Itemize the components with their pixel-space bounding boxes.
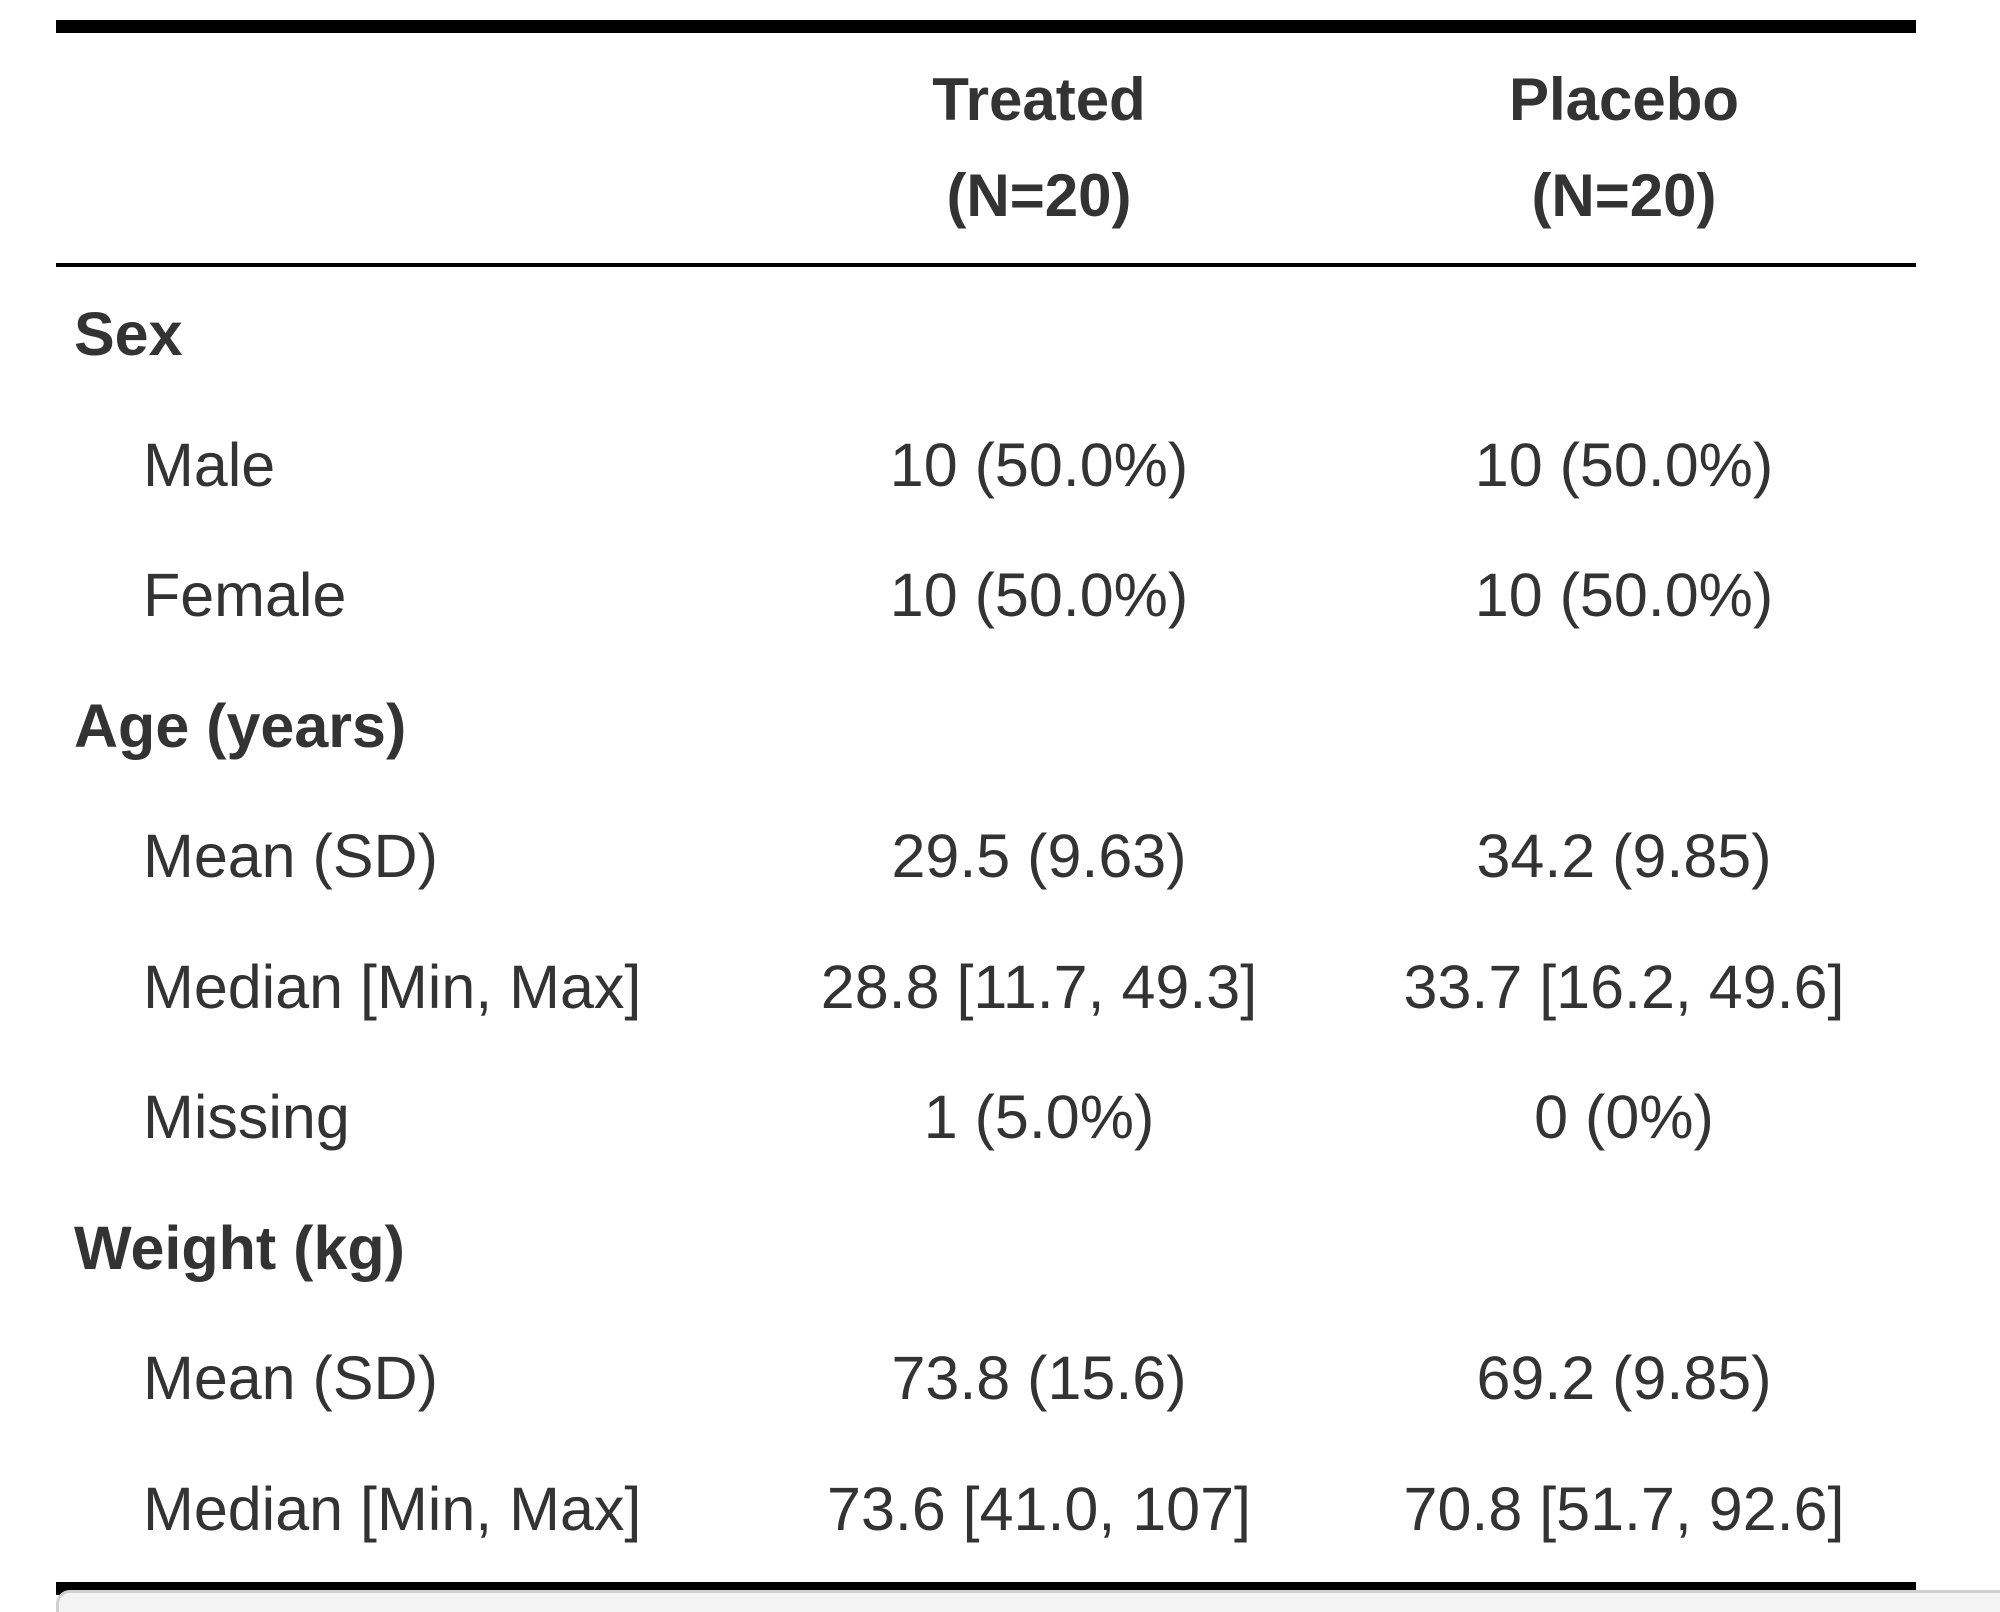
column-header-placebo: Placebo (N=20) bbox=[1332, 52, 1916, 244]
placebo-cell: 10 (50.0%) bbox=[1474, 430, 1774, 499]
table-row: Female 10 (50.0%) 10 (50.0%) bbox=[56, 530, 1916, 661]
treated-cell: 73.8 (15.6) bbox=[891, 1344, 1187, 1413]
treated-cell: 28.8 [11.7, 49.3] bbox=[820, 952, 1258, 1021]
header-rule bbox=[56, 263, 1916, 267]
row-label: Mean (SD) bbox=[143, 1344, 438, 1413]
group-row-sex: Sex bbox=[56, 269, 1916, 400]
group-row-age: Age (years) bbox=[56, 661, 1916, 792]
table-row: Male 10 (50.0%) 10 (50.0%) bbox=[56, 400, 1916, 531]
treated-cell: 1 (5.0%) bbox=[923, 1083, 1155, 1152]
group-label: Weight (kg) bbox=[74, 1213, 405, 1282]
row-label: Median [Min, Max] bbox=[143, 952, 642, 1021]
table-row: Mean (SD) 29.5 (9.63) 34.2 (9.85) bbox=[56, 791, 1916, 922]
placebo-cell: 33.7 [16.2, 49.6] bbox=[1403, 952, 1845, 1021]
table-row: Median [Min, Max] 28.8 [11.7, 49.3] 33.7… bbox=[56, 922, 1916, 1053]
placebo-cell: 0 (0%) bbox=[1534, 1083, 1714, 1152]
table-top-rule bbox=[56, 20, 1916, 33]
placebo-cell: 70.8 [51.7, 92.6] bbox=[1403, 1474, 1845, 1543]
group-row-weight: Weight (kg) bbox=[56, 1183, 1916, 1314]
row-label: Median [Min, Max] bbox=[143, 1474, 642, 1543]
summary-table: Treated (N=20) Placebo (N=20) Sex Male 1… bbox=[56, 20, 1916, 1595]
table-body: Sex Male 10 (50.0%) 10 (50.0%) Female 10… bbox=[56, 267, 1916, 1582]
row-label: Male bbox=[143, 430, 276, 499]
group-label: Age (years) bbox=[74, 691, 407, 760]
column-n: (N=20) bbox=[1531, 162, 1717, 229]
placebo-cell: 10 (50.0%) bbox=[1474, 561, 1774, 630]
table-row: Missing 1 (5.0%) 0 (0%) bbox=[56, 1052, 1916, 1183]
treated-cell: 73.6 [41.0, 107] bbox=[827, 1474, 1251, 1543]
treated-cell: 29.5 (9.63) bbox=[891, 822, 1187, 891]
row-label: Mean (SD) bbox=[143, 822, 438, 891]
column-n: (N=20) bbox=[946, 162, 1132, 229]
row-label: Female bbox=[143, 561, 347, 630]
table-header: Treated (N=20) Placebo (N=20) bbox=[56, 33, 1916, 263]
group-label: Sex bbox=[74, 300, 183, 369]
row-label: Missing bbox=[143, 1083, 350, 1152]
column-name: Treated bbox=[932, 66, 1146, 133]
horizontal-scrollbar[interactable] bbox=[56, 1590, 2000, 1612]
column-header-treated: Treated (N=20) bbox=[746, 52, 1332, 244]
placebo-cell: 69.2 (9.85) bbox=[1476, 1344, 1772, 1413]
table-row: Mean (SD) 73.8 (15.6) 69.2 (9.85) bbox=[56, 1313, 1916, 1444]
column-name: Placebo bbox=[1508, 66, 1740, 133]
treated-cell: 10 (50.0%) bbox=[889, 561, 1189, 630]
treated-cell: 10 (50.0%) bbox=[889, 430, 1189, 499]
table-row: Median [Min, Max] 73.6 [41.0, 107] 70.8 … bbox=[56, 1444, 1916, 1575]
placebo-cell: 34.2 (9.85) bbox=[1476, 822, 1772, 891]
